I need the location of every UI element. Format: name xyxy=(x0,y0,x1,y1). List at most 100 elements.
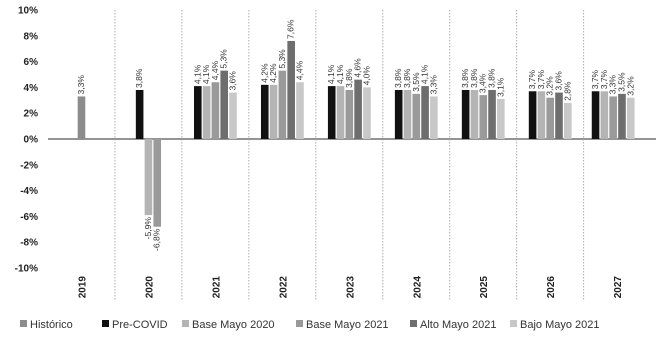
y-tick-label: -2% xyxy=(20,160,38,171)
bar-2024-2 xyxy=(394,89,403,139)
data-label: 3,7% xyxy=(590,69,600,89)
y-tick-label: -10% xyxy=(15,264,38,275)
y-tick-label: 6% xyxy=(24,57,39,68)
data-label: 3,8% xyxy=(460,68,470,88)
bar-2021-2 xyxy=(194,86,202,139)
data-label: 4,1% xyxy=(420,64,430,84)
bar-2022-3 xyxy=(269,84,278,139)
data-label: 3,8% xyxy=(344,68,354,88)
legend-label: Base Mayo 2020 xyxy=(192,319,275,331)
data-label: 3,8% xyxy=(469,68,479,88)
bar-2023-3 xyxy=(336,86,345,139)
bar-2023-6 xyxy=(363,87,371,139)
legend-swatch xyxy=(20,320,27,327)
bar-2024-6 xyxy=(430,96,438,139)
legend-label: Bajo Mayo 2021 xyxy=(520,319,600,331)
data-label: 3,3% xyxy=(608,75,618,95)
category-separators xyxy=(114,10,585,300)
bar-2021-5 xyxy=(220,70,229,139)
data-label: 3,8% xyxy=(402,68,412,88)
legend-label: Alto Mayo 2021 xyxy=(420,319,496,331)
category-labels: 2019 2020 2021 2022 2023 2024 2025 2026 2027 xyxy=(77,276,624,299)
bar-2026-4 xyxy=(546,97,555,139)
bar-2021-4 xyxy=(211,82,220,139)
bar-2020-3 xyxy=(144,139,153,216)
data-label: 4,1% xyxy=(335,64,345,84)
data-label: 3,1% xyxy=(495,77,505,97)
data-label: 4,4% xyxy=(210,60,220,80)
legend-swatch xyxy=(102,320,109,327)
bar-2022-4 xyxy=(278,70,287,139)
bar-2019-1 xyxy=(77,96,86,139)
y-tick-label: 10% xyxy=(18,6,38,17)
data-label: 4,6% xyxy=(353,58,363,78)
category-label-2024: 2024 xyxy=(412,276,423,299)
data-label: 3,7% xyxy=(527,69,537,89)
data-label: 3,8% xyxy=(487,68,497,88)
data-label: 3,5% xyxy=(616,72,626,92)
category-label-2027: 2027 xyxy=(613,276,624,299)
data-label: 4,2% xyxy=(259,63,269,83)
bar-2024-4 xyxy=(412,93,421,139)
data-label: 4,1% xyxy=(201,64,211,84)
bar-2021-3 xyxy=(202,86,211,139)
bar-2025-3 xyxy=(470,89,479,139)
bar-2025-5 xyxy=(488,89,496,139)
y-tick-label: 0% xyxy=(24,135,39,146)
bar-2025-6 xyxy=(497,99,505,139)
bar-2026-3 xyxy=(537,91,546,139)
category-label-2023: 2023 xyxy=(345,276,356,299)
data-label: 4,0% xyxy=(361,66,371,86)
y-tick-label: 2% xyxy=(24,109,39,120)
bar-2022-2 xyxy=(260,84,269,139)
category-label-2019: 2019 xyxy=(77,276,88,299)
bar-2027-5 xyxy=(618,93,626,139)
bar-2026-5 xyxy=(555,92,563,139)
bars xyxy=(77,40,635,227)
data-label: -6,8% xyxy=(152,228,162,251)
data-label: 3,2% xyxy=(625,76,635,96)
data-label: 4,1% xyxy=(192,64,202,84)
bar-2022-5 xyxy=(287,40,295,139)
legend-label: Pre-COVID xyxy=(112,319,168,331)
legend-label: Base Mayo 2021 xyxy=(306,319,389,331)
category-label-2021: 2021 xyxy=(211,276,222,299)
bar-2020-2 xyxy=(135,89,144,139)
category-label-2022: 2022 xyxy=(278,276,289,299)
bar-2024-5 xyxy=(421,86,429,139)
data-label: 3,3% xyxy=(76,75,86,95)
y-tick-label: -6% xyxy=(20,212,38,223)
y-axis: 10% 8% 6% 4% 2% 0% -2% -4% -6% -8% -10% xyxy=(15,6,656,275)
data-label: 3,4% xyxy=(478,73,488,93)
data-labels: 3,3% 3,8%-5,9%-6,8%4,1%4,1%4,4%5,3%3,6% 4,… xyxy=(76,19,635,251)
bar-2024-3 xyxy=(403,89,412,139)
category-label-2026: 2026 xyxy=(546,276,557,299)
category-label-2025: 2025 xyxy=(479,276,490,299)
bar-2026-2 xyxy=(528,91,537,139)
legend-swatch xyxy=(296,320,303,327)
legend-swatch xyxy=(510,320,517,327)
bar-2027-6 xyxy=(626,97,635,139)
bar-2027-3 xyxy=(600,91,609,139)
data-label: 3,8% xyxy=(134,68,144,88)
data-label: 3,6% xyxy=(554,71,564,91)
data-label: 3,7% xyxy=(536,69,546,89)
legend: Histórico Pre-COVID Base Mayo 2020 Base May… xyxy=(20,319,600,331)
data-label: 3,3% xyxy=(428,75,438,95)
bar-2027-2 xyxy=(591,91,600,139)
bar-2026-6 xyxy=(564,102,572,139)
bar-2021-6 xyxy=(229,92,237,139)
bar-2023-4 xyxy=(345,89,354,139)
data-label: 4,1% xyxy=(326,64,336,84)
bar-2020-4 xyxy=(153,139,162,227)
y-tick-label: 8% xyxy=(24,31,39,42)
data-label: 5,3% xyxy=(219,49,229,69)
legend-swatch xyxy=(182,320,189,327)
data-label: -5,9% xyxy=(143,217,153,240)
y-tick-label: 4% xyxy=(24,83,39,94)
y-tick-label: -4% xyxy=(20,186,38,197)
bar-2022-6 xyxy=(296,82,304,139)
legend-label: Histórico xyxy=(30,319,73,331)
bar-2025-4 xyxy=(479,95,488,139)
